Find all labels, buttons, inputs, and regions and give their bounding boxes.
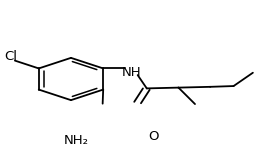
Text: NH₂: NH₂: [64, 134, 89, 147]
Text: O: O: [148, 131, 159, 143]
Text: Cl: Cl: [4, 50, 17, 63]
Text: NH: NH: [122, 66, 142, 79]
